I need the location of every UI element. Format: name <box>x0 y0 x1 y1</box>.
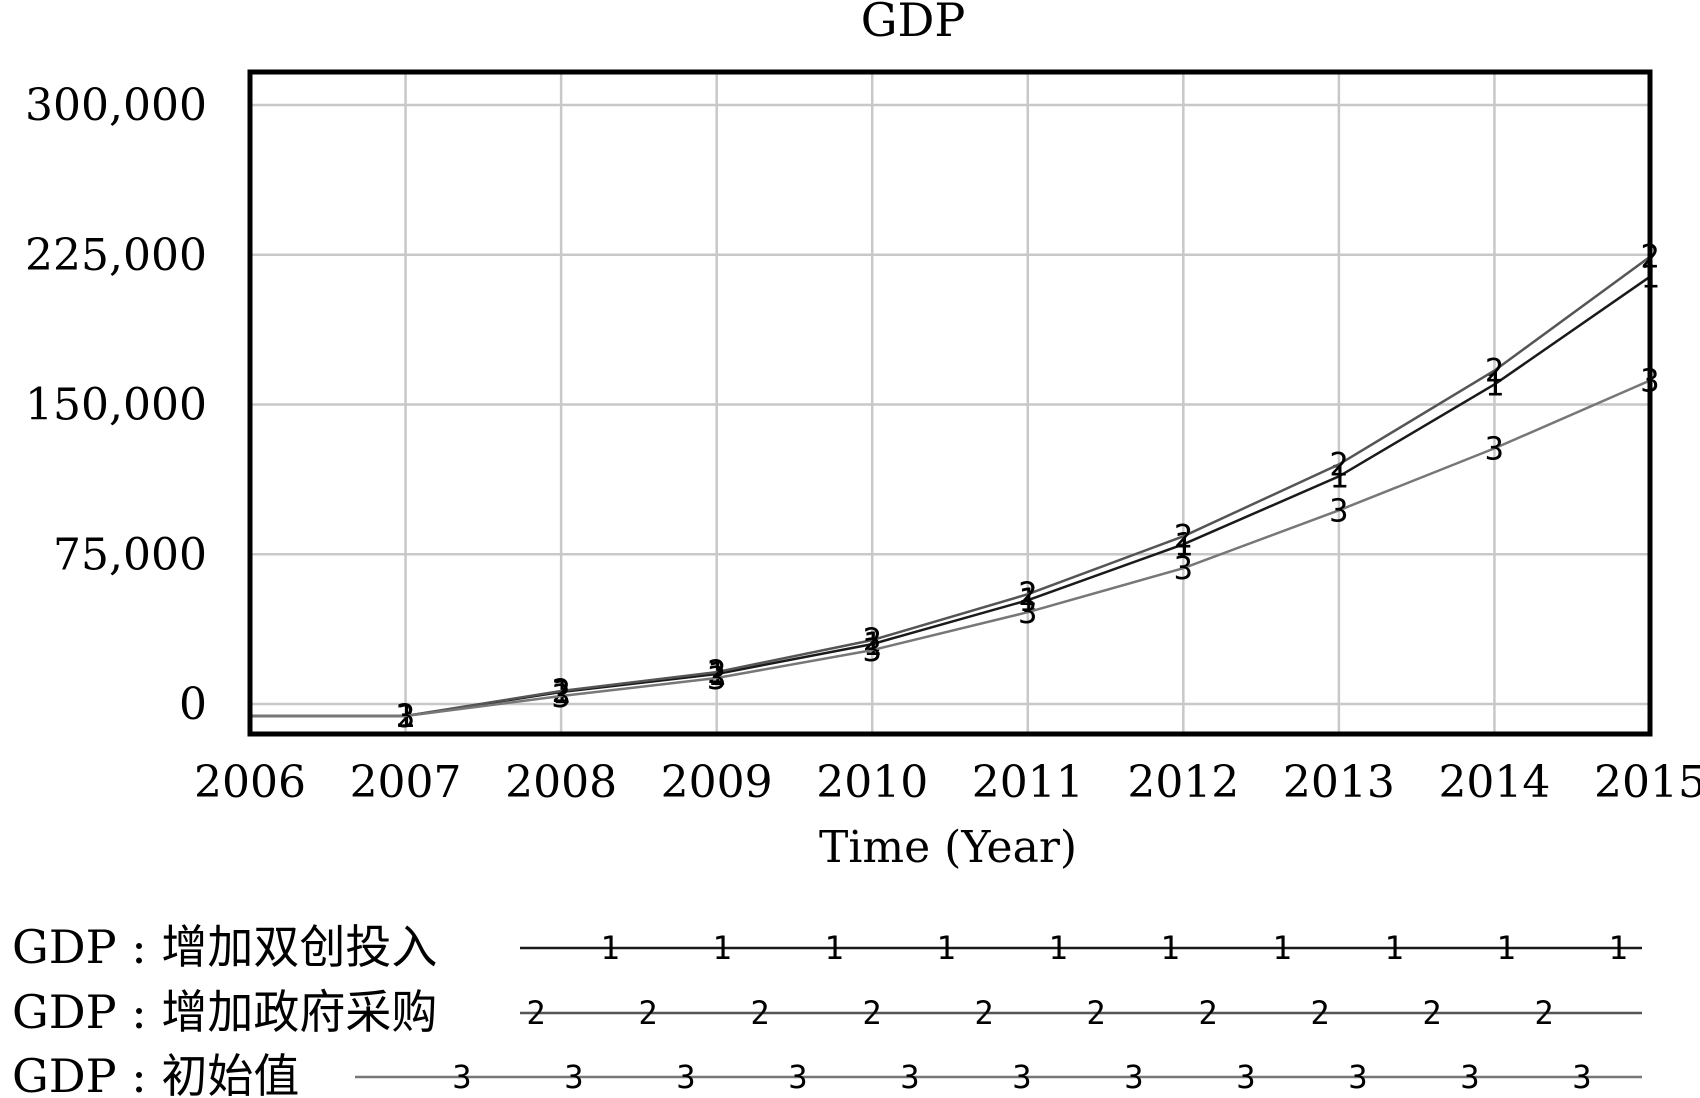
data-point-marker: 3 <box>863 631 882 669</box>
legend-marker: 3 <box>1124 1058 1143 1096</box>
y-axis-ticks: 0 75,000 150,000 225,000 300,000 <box>25 80 207 730</box>
legend-marker: 2 <box>1310 994 1329 1032</box>
y-tick-label: 225,000 <box>25 230 207 281</box>
x-tick-label: 2009 <box>661 757 773 808</box>
legend-marker: 3 <box>1572 1058 1591 1096</box>
legend-marker: 3 <box>788 1058 807 1096</box>
legend-marker: 3 <box>900 1058 919 1096</box>
legend-marker: 3 <box>1460 1058 1479 1096</box>
x-tick-label: 2008 <box>505 757 617 808</box>
data-point-marker: 3 <box>1174 549 1193 587</box>
series-line <box>250 379 1651 718</box>
legend-marker: 2 <box>1198 994 1217 1032</box>
data-point-marker: 3 <box>707 659 726 697</box>
x-axis-ticks: 2006 2007 2008 2009 2010 2011 2012 2013 2014 2015 <box>194 757 1700 808</box>
legend-entry: GDP : 增加双创投入 1 1 1 1 1 1 1 1 1 1 <box>12 920 1642 974</box>
legend-marker: 3 <box>564 1058 583 1096</box>
data-point-marker: 1 <box>1485 366 1504 404</box>
legend-marker: 1 <box>1048 929 1067 967</box>
chart-title: GDP <box>861 0 966 47</box>
legend-marker: 1 <box>824 929 843 967</box>
legend-marker: 3 <box>1236 1058 1255 1096</box>
legend-marker: 3 <box>1348 1058 1367 1096</box>
y-tick-label: 150,000 <box>25 380 207 431</box>
x-axis-label: Time (Year) <box>819 822 1077 873</box>
legend-marker: 1 <box>936 929 955 967</box>
legend-marker: 1 <box>712 929 731 967</box>
legend-label: GDP : 初始值 <box>12 1049 299 1098</box>
data-point-marker: 2 <box>1174 517 1193 555</box>
data-point-marker: 2 <box>1485 352 1504 390</box>
legend-marker: 2 <box>1534 994 1553 1032</box>
x-tick-label: 2015 <box>1594 757 1700 808</box>
legend-marker: 1 <box>1384 929 1403 967</box>
data-point-marker: 2 <box>1329 445 1348 483</box>
legend-marker: 1 <box>1160 929 1179 967</box>
legend-marker: 1 <box>600 929 619 967</box>
x-tick-label: 2014 <box>1438 757 1550 808</box>
x-tick-label: 2012 <box>1127 757 1239 808</box>
data-point-marker: 2 <box>1018 575 1037 613</box>
data-point-marker: 3 <box>1018 593 1037 631</box>
data-point-marker: 2 <box>551 672 570 710</box>
data-point-marker: 3 <box>551 677 570 715</box>
legend-marker: 2 <box>526 994 545 1032</box>
x-tick-label: 2010 <box>816 757 928 808</box>
y-tick-label: 75,000 <box>53 529 207 580</box>
data-point-marker: 2 <box>707 653 726 691</box>
legend-marker: 2 <box>862 994 881 1032</box>
series-line <box>250 255 1651 718</box>
x-tick-label: 2011 <box>972 757 1084 808</box>
legend-marker: 1 <box>1608 929 1627 967</box>
legend-marker: 1 <box>1496 929 1515 967</box>
x-tick-label: 2006 <box>194 757 306 808</box>
legend-entry: GDP : 初始值 3 3 3 3 3 3 3 3 3 3 3 <box>12 1049 1642 1098</box>
legend-marker: 2 <box>638 994 657 1032</box>
x-tick-label: 2013 <box>1283 757 1395 808</box>
plot-frame <box>247 69 1653 737</box>
data-point-marker: 3 <box>396 697 415 735</box>
legend-marker: 3 <box>452 1058 471 1096</box>
y-tick-label: 300,000 <box>25 80 207 131</box>
legend-marker: 2 <box>750 994 769 1032</box>
x-tick-label: 2007 <box>350 757 462 808</box>
legend-label: GDP : 增加政府采购 <box>12 985 437 1039</box>
data-point-marker: 1 <box>707 655 726 693</box>
legend-marker: 2 <box>974 994 993 1032</box>
data-point-marker: 3 <box>1485 429 1504 467</box>
legend-entry: GDP : 增加政府采购 2 2 2 2 2 2 2 2 2 2 <box>12 985 1642 1039</box>
series-line <box>250 275 1651 718</box>
legend: GDP : 增加双创投入 1 1 1 1 1 1 1 1 1 1 GDP : 增加政府采购 2 2 2 2 2 2… <box>12 920 1642 1098</box>
legend-marker: 3 <box>676 1058 695 1096</box>
legend-label: GDP : 增加双创投入 <box>12 920 437 974</box>
data-point-marker: 3 <box>1329 491 1348 529</box>
data-point-marker: 1 <box>863 625 882 663</box>
y-tick-label: 0 <box>179 679 207 730</box>
legend-marker: 2 <box>1422 994 1441 1032</box>
legend-marker: 2 <box>1086 994 1105 1032</box>
legend-marker: 1 <box>1272 929 1291 967</box>
legend-marker: 3 <box>1012 1058 1031 1096</box>
